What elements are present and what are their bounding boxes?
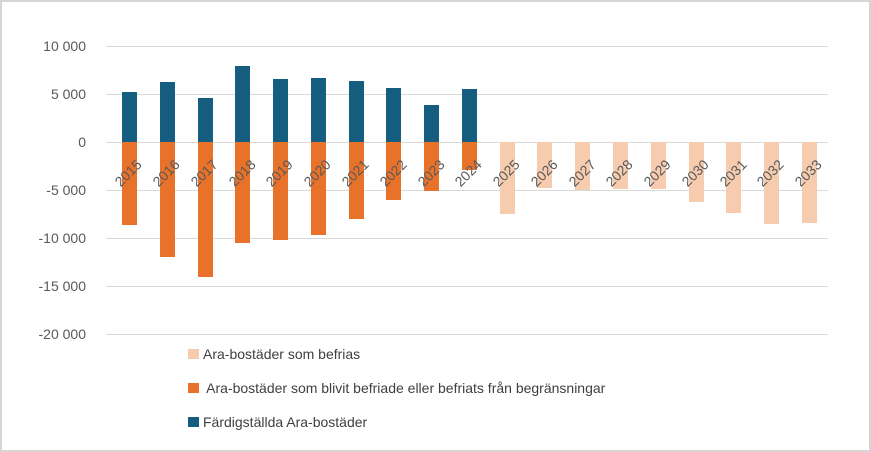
x-axis-label: 2023: [413, 156, 448, 190]
chart-bar-befrias: [764, 142, 780, 224]
chart-bar-befrias: [726, 142, 742, 214]
chart-bar-befrias: [537, 142, 553, 188]
x-axis-label: 2022: [376, 156, 410, 190]
y-axis-tick-label: -15 000: [38, 278, 86, 295]
gridline: [106, 189, 828, 191]
chart-bar-befriade: [310, 142, 326, 236]
chart-bar-fardigstallda: [310, 77, 326, 143]
legend-swatch-fardigstallda: [188, 417, 199, 427]
legend-item-befriade: Ara-bostäder som blivit befriade eller b…: [188, 381, 605, 395]
y-axis-tick-label: 0: [78, 134, 86, 151]
y-axis-tick-label: -10 000: [38, 230, 86, 247]
x-axis-label: 2016: [149, 156, 183, 190]
legend: Ara-bostäder som befrias Ara-bostäder so…: [188, 347, 605, 429]
legend-item-befrias: Ara-bostäder som befrias: [188, 347, 605, 361]
x-axis-label: 2026: [527, 156, 561, 190]
chart-bar-fardigstallda: [424, 105, 440, 143]
gridline: [106, 237, 828, 239]
x-axis-label: 2029: [640, 156, 674, 190]
y-axis-tick-label: 5 000: [50, 86, 86, 103]
chart-bar-befrias: [613, 142, 628, 190]
legend-label-befrias: Ara-bostäder som befrias: [203, 346, 361, 362]
chart-bar-fardigstallda: [273, 78, 289, 143]
chart-bar-befriade: [461, 142, 477, 171]
gridline: [106, 45, 828, 47]
chart-bar-fardigstallda: [348, 81, 364, 143]
chart-bar-befriade: [273, 142, 289, 241]
chart-bar-befrias: [499, 142, 515, 215]
chart-bar-fardigstallda: [159, 82, 175, 143]
x-axis-label: 2030: [678, 156, 712, 190]
chart-bar-fardigstallda: [235, 66, 251, 143]
legend-label-befriade: Ara-bostäder som blivit befriade eller b…: [203, 380, 606, 396]
x-axis-label: 2027: [564, 156, 599, 190]
chart-bar-befrias: [801, 142, 817, 223]
chart-bar-befriade: [122, 142, 137, 225]
x-axis-label: 2018: [225, 156, 259, 190]
y-axis-tick-label: -20 000: [38, 326, 86, 343]
legend-label-fardigstallda: Färdigställda Ara-bostäder: [203, 414, 368, 430]
chart-bar-fardigstallda: [197, 97, 213, 143]
gridline: [106, 333, 828, 335]
legend-item-fardigstallda: Färdigställda Ara-bostäder: [188, 415, 605, 429]
gridline: [106, 285, 828, 287]
chart-bar-befriade: [424, 142, 440, 192]
chart-bar-befrias: [650, 142, 666, 190]
chart-bar-befriade: [386, 142, 402, 200]
x-axis-label: 2017: [187, 156, 221, 190]
chart-bar-fardigstallda: [461, 88, 477, 143]
y-axis-tick-label: 10 000: [43, 38, 86, 55]
x-axis-label: 2025: [489, 156, 523, 190]
chart-bar-fardigstallda: [386, 87, 402, 143]
y-axis-tick-label: -5 000: [46, 182, 86, 199]
legend-swatch-befriade: [188, 383, 199, 393]
x-axis-label: 2024: [451, 156, 486, 190]
chart-bar-befriade: [197, 142, 213, 277]
x-axis-label: 2031: [716, 156, 750, 190]
chart-bar-befriade: [159, 142, 175, 257]
chart-bar-fardigstallda: [122, 92, 137, 143]
chart-bar-befrias: [688, 142, 704, 202]
x-axis-label: 2021: [338, 156, 372, 190]
chart-bar-befrias: [575, 142, 591, 190]
legend-swatch-befrias: [188, 349, 199, 359]
chart-bar-befriade: [235, 142, 251, 244]
chart-bar-befriade: [348, 142, 364, 220]
